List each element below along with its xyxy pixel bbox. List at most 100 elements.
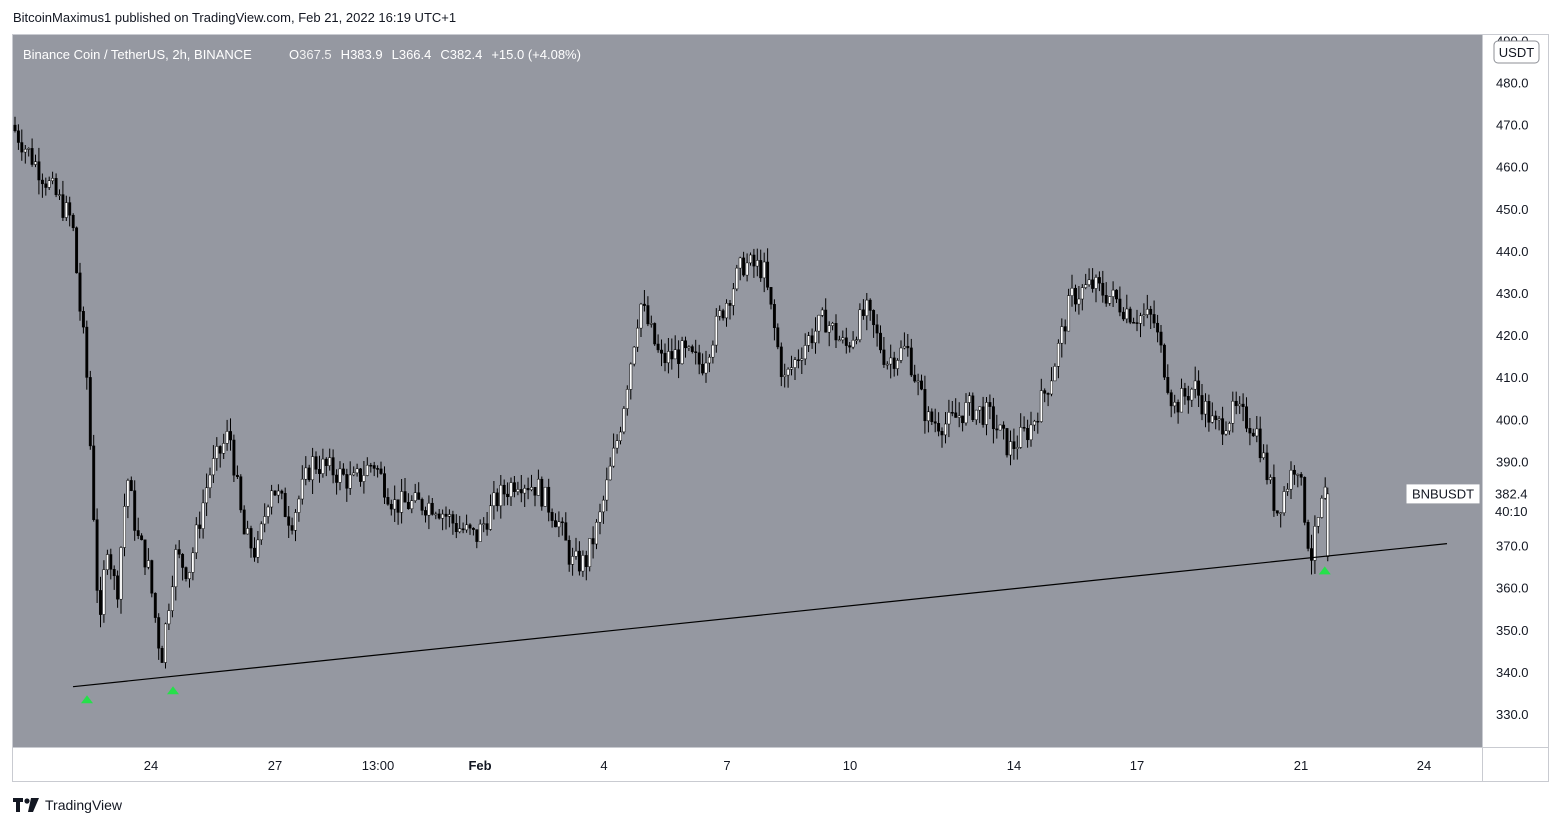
candle-up <box>783 374 787 377</box>
candle-up <box>639 303 643 329</box>
candle-down <box>218 446 222 454</box>
price-tick-label: 480.0 <box>1496 76 1529 91</box>
candle-down <box>988 402 992 407</box>
candle-up <box>1108 296 1112 304</box>
candle-down <box>1128 308 1132 323</box>
candle-down <box>769 287 773 305</box>
candle-up <box>944 423 947 436</box>
candle-up <box>348 474 352 489</box>
candle-down <box>1026 428 1030 441</box>
candle-down <box>37 161 41 181</box>
candle-up <box>687 346 691 349</box>
legend-c-value: 382.4 <box>450 47 483 62</box>
candle-up <box>598 511 602 523</box>
candle-down <box>861 309 865 316</box>
candle-down <box>1248 428 1252 434</box>
candle-down <box>153 592 157 618</box>
candle-down <box>1074 287 1077 305</box>
candle-down <box>824 309 828 333</box>
candle-down <box>454 523 458 533</box>
support-trendline[interactable] <box>72 543 1448 688</box>
candle-up <box>1039 390 1043 422</box>
chart-canvas[interactable]: Binance Coin / TetherUS, 2h, BINANCE O36… <box>13 35 1548 781</box>
candle-down <box>99 590 102 615</box>
candle-up <box>820 309 824 316</box>
candle-down <box>307 467 311 481</box>
candle-down <box>834 323 838 341</box>
candle-up <box>297 498 301 513</box>
candle-up <box>571 556 575 565</box>
candle-down <box>940 430 944 436</box>
candle-down <box>461 528 465 531</box>
candle-down <box>995 428 999 431</box>
candle-down <box>1166 377 1170 393</box>
chart-frame[interactable]: Binance Coin / TetherUS, 2h, BINANCE O36… <box>12 34 1549 782</box>
candle-up <box>608 465 612 481</box>
candle-up <box>34 161 37 165</box>
candle-up <box>447 514 451 517</box>
price-tick-label: 460.0 <box>1496 160 1529 175</box>
legend-h-value: 383.9 <box>350 47 383 62</box>
candle-up <box>119 547 123 600</box>
candle-down <box>690 346 694 352</box>
candle-down <box>1258 428 1262 459</box>
candle-down <box>879 332 882 351</box>
price-tick-label: 370.0 <box>1496 539 1529 554</box>
plot-area[interactable] <box>13 35 1482 747</box>
candle-down <box>451 514 455 524</box>
price-tick-label: 410.0 <box>1496 370 1529 385</box>
candle-up <box>978 406 982 411</box>
candle-up <box>714 315 718 346</box>
candle-down <box>721 310 725 319</box>
tradingview-footer[interactable]: TradingView <box>13 796 122 814</box>
time-axis[interactable]: 24 27 13:00 Feb 4 7 10 14 17 21 24 <box>144 758 1431 773</box>
ohlc-legend: Binance Coin / TetherUS, 2h, BINANCE O36… <box>23 47 581 62</box>
candle-up <box>762 261 766 279</box>
candle-down <box>1091 279 1095 289</box>
candle-down <box>376 468 380 470</box>
candle-down <box>68 202 72 216</box>
candle-up <box>1190 388 1194 401</box>
candle-up <box>605 479 609 501</box>
candle-down <box>444 513 448 517</box>
candle-up <box>1320 497 1324 518</box>
candle-up <box>146 560 150 568</box>
legend-l-value: 366.4 <box>399 47 432 62</box>
candle-down <box>1214 415 1218 421</box>
candle-down <box>848 345 852 348</box>
candle-up <box>338 468 342 483</box>
legend-l-label: L <box>392 47 399 62</box>
candle-down <box>684 340 687 349</box>
candle-down <box>540 478 544 507</box>
candle-down <box>383 473 386 498</box>
candle-down <box>1012 441 1016 449</box>
candle-up <box>58 194 61 196</box>
candle-down <box>547 486 551 513</box>
price-axis[interactable]: 490.0480.0470.0460.0450.0440.0430.0420.0… <box>1496 35 1529 722</box>
candle-up <box>167 610 171 625</box>
candle-down <box>1197 380 1201 396</box>
candle-up <box>1019 427 1023 448</box>
price-tick-label: 330.0 <box>1496 707 1529 722</box>
markers-layer <box>81 566 1331 704</box>
candle-down <box>961 415 965 424</box>
candle-up <box>352 472 356 476</box>
candle-down <box>345 474 349 489</box>
candle-down <box>239 476 243 511</box>
candle-up <box>1193 380 1197 390</box>
candle-down <box>923 389 927 422</box>
candle-down <box>1245 406 1248 429</box>
candle-down <box>913 374 917 382</box>
candle-up <box>1032 420 1036 426</box>
currency-box[interactable] <box>1493 40 1540 64</box>
candle-up <box>492 492 496 507</box>
candle-down <box>1149 308 1153 315</box>
candle-down <box>75 227 79 274</box>
candle-up <box>1139 315 1142 324</box>
candle-up <box>102 569 106 615</box>
price-tick-label: 400.0 <box>1496 412 1529 427</box>
candle-up <box>51 178 55 182</box>
candle-down <box>810 335 814 344</box>
candle-down <box>1292 469 1296 475</box>
candle-up <box>1224 430 1228 435</box>
